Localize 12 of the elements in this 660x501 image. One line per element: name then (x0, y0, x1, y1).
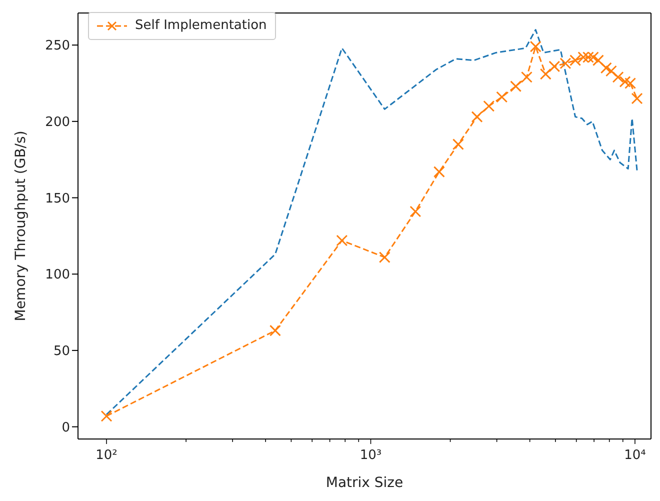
x-axis-title: Matrix Size (326, 475, 404, 491)
legend-label: Self Implementation (135, 17, 267, 35)
x-tick-label: 10⁴ (624, 448, 646, 463)
y-axis-title: Memory Throughput (GB/s) (12, 130, 29, 322)
y-tick-label: 0 (62, 420, 70, 436)
y-tick-label: 150 (45, 191, 70, 206)
y-tick-label: 200 (45, 115, 70, 130)
x-tick-label: 10² (96, 448, 118, 463)
y-tick-label: 50 (53, 344, 70, 360)
y-tick-label: 250 (45, 38, 70, 54)
y-tick-label: 100 (45, 268, 70, 283)
x-tick-label: 10³ (360, 448, 382, 463)
